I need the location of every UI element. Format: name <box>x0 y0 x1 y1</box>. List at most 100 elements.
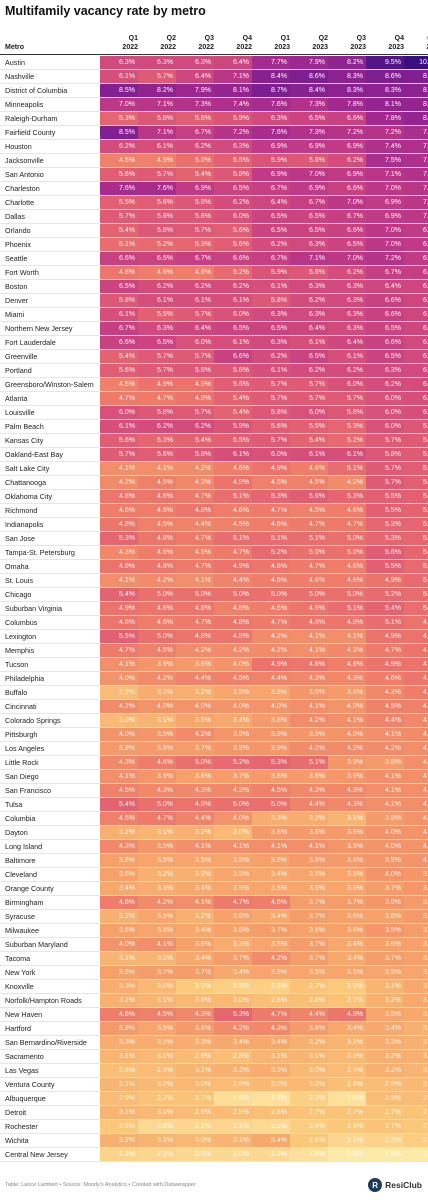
vacancy-cell: 3.6% <box>100 966 138 979</box>
column-header: ▼ Q12024 <box>404 35 428 52</box>
vacancy-cell: 6.4% <box>252 196 290 209</box>
vacancy-cell: 6.9% <box>404 238 428 251</box>
vacancy-cell: 6.9% <box>404 252 428 265</box>
table-row: Nashville 6.1% 5.7% 6.4% 7.1% 8.4% 8.6% 8.3% 8.6… <box>0 70 428 84</box>
vacancy-cell: 4.4% <box>176 518 214 531</box>
vacancy-cell: 4.6% <box>138 504 176 517</box>
brand: R ResiClub <box>368 1178 422 1192</box>
vacancy-cell: 5.3% <box>138 434 176 447</box>
vacancy-cell: 5.1% <box>252 532 290 545</box>
vacancy-cell: 3.1% <box>138 1134 176 1147</box>
vacancy-cell: 6.5% <box>366 350 404 363</box>
vacancy-cell: 4.9% <box>214 560 252 573</box>
vacancy-cell: 2.6% <box>100 1120 138 1133</box>
vacancy-cell: 5.3% <box>328 420 366 433</box>
vacancy-cell: 4.7% <box>252 616 290 629</box>
vacancy-cell: 3.0% <box>100 714 138 727</box>
vacancy-cell: 6.2% <box>328 154 366 167</box>
vacancy-cell: 8.3% <box>328 84 366 97</box>
vacancy-cell: 8.1% <box>366 98 404 111</box>
vacancy-cell: 4.0% <box>404 826 428 839</box>
vacancy-cell: 5.7% <box>138 350 176 363</box>
vacancy-cell: 4.8% <box>290 616 328 629</box>
vacancy-cell: 2.8% <box>252 994 290 1007</box>
vacancy-cell: 1.4% <box>328 1148 366 1161</box>
metro-name: San Diego <box>5 772 39 781</box>
vacancy-cell: 6.0% <box>366 420 404 433</box>
vacancy-cell: 5.7% <box>176 308 214 321</box>
table-row: Northern New Jersey 6.7% 6.3% 6.4% 6.5% 6.5% 6… <box>0 322 428 336</box>
vacancy-cell: 3.4% <box>328 952 366 965</box>
vacancy-cell: 7.3% <box>290 98 328 111</box>
vacancy-cell: 3.7% <box>176 966 214 979</box>
table-row: Richmond 4.6% 4.6% 4.8% 4.6% 4.7% 4.5% 4.6% 5.5%… <box>0 504 428 518</box>
column-header: Q4 2022 <box>214 35 252 52</box>
vacancy-cell: 4.0% <box>214 700 252 713</box>
table-row: Orlando 5.4% 5.8% 5.7% 5.6% 6.5% 6.5% 6.6% 7.0% 6… <box>0 224 428 238</box>
vacancy-cell: 6.7% <box>366 266 404 279</box>
vacancy-cell: 6.1% <box>404 406 428 419</box>
vacancy-cell: 5.6% <box>214 378 252 391</box>
vacancy-cell: 6.4% <box>176 70 214 83</box>
vacancy-cell: 4.4% <box>252 672 290 685</box>
vacancy-cell: 6.7% <box>100 322 138 335</box>
vacancy-cell: 3.8% <box>404 896 428 909</box>
vacancy-cell: 5.7% <box>366 462 404 475</box>
vacancy-cell: 4.1% <box>366 784 404 797</box>
vacancy-cell: 3.2% <box>290 1036 328 1049</box>
table-row: Long Island 4.3% 3.9% 4.1% 4.1% 4.1% 4.1% 3.9% 4… <box>0 840 428 854</box>
vacancy-cell: 3.1% <box>404 1064 428 1077</box>
vacancy-cell: 3.5% <box>290 868 328 881</box>
vacancy-cell: 3.4% <box>404 1008 428 1021</box>
vacancy-cell: 5.9% <box>252 266 290 279</box>
vacancy-cell: 4.1% <box>328 630 366 643</box>
vacancy-cell: 6.9% <box>290 140 328 153</box>
vacancy-cell: 3.0% <box>138 1078 176 1091</box>
vacancy-cell: 4.7% <box>176 560 214 573</box>
table-row: Greenville 5.4% 5.7% 5.7% 6.6% 6.2% 6.5% 6.1% 6.… <box>0 350 428 364</box>
table-row: Hartford 3.8% 3.5% 3.8% 4.2% 4.3% 3.8% 3.4% 3.4%… <box>0 1022 428 1036</box>
vacancy-cell: 5.7% <box>100 210 138 223</box>
table-row: Denver5.8%6.1%6.1%6.1%5.8%6.2%6.3%6.6%6.… <box>0 294 428 308</box>
vacancy-cell: 4.9% <box>366 630 404 643</box>
vacancy-cell: 4.1% <box>138 938 176 951</box>
vacancy-cell: 6.0% <box>328 378 366 391</box>
metro-name: Long Island <box>5 842 43 851</box>
vacancy-cell: 3.4% <box>252 1134 290 1147</box>
vacancy-cell: 6.2% <box>252 238 290 251</box>
metro-name: Raleigh-Durham <box>5 114 58 123</box>
vacancy-cell: 3.8% <box>252 714 290 727</box>
vacancy-cell: 4.4% <box>290 798 328 811</box>
vacancy-cell: 4.4% <box>176 672 214 685</box>
vacancy-cell: 7.1% <box>138 98 176 111</box>
vacancy-cell: 6.2% <box>290 294 328 307</box>
vacancy-cell: 6.5% <box>290 210 328 223</box>
vacancy-cell: 5.0% <box>328 546 366 559</box>
vacancy-cell: 5.6% <box>214 238 252 251</box>
table-row: District of Columbia 8.5% 8.2% 7.9% 8.1% 8.7%… <box>0 84 428 98</box>
vacancy-cell: 4.3% <box>176 784 214 797</box>
table-row: Palm Beach 6.1% 6.2% 6.2% 5.9% 5.6% 5.5% 5.3% 6.… <box>0 420 428 434</box>
vacancy-cell: 6.4% <box>214 56 252 69</box>
vacancy-cell: 4.3% <box>176 476 214 489</box>
vacancy-cell: 4.2% <box>290 742 328 755</box>
vacancy-cell: 4.5% <box>138 518 176 531</box>
vacancy-cell: 3.9% <box>404 868 428 881</box>
column-year: 2023 <box>274 43 290 51</box>
vacancy-cell: 4.5% <box>290 476 328 489</box>
vacancy-cell: 6.3% <box>328 294 366 307</box>
metro-name: Buffalo <box>5 688 28 697</box>
metro-name: Little Rock <box>5 758 39 767</box>
vacancy-cell: 5.5% <box>290 420 328 433</box>
vacancy-cell: 3.2% <box>176 826 214 839</box>
vacancy-cell: 3.6% <box>100 868 138 881</box>
vacancy-cell: 3.8% <box>252 770 290 783</box>
metro-name: Orange County <box>5 884 54 893</box>
vacancy-cell: 4.0% <box>214 658 252 671</box>
vacancy-cell: 6.5% <box>100 280 138 293</box>
vacancy-cell: 4.7% <box>176 616 214 629</box>
vacancy-cell: 6.3% <box>252 112 290 125</box>
vacancy-cell: 3.3% <box>366 1036 404 1049</box>
vacancy-cell: 3.3% <box>252 812 290 825</box>
vacancy-cell: 4.2% <box>252 952 290 965</box>
